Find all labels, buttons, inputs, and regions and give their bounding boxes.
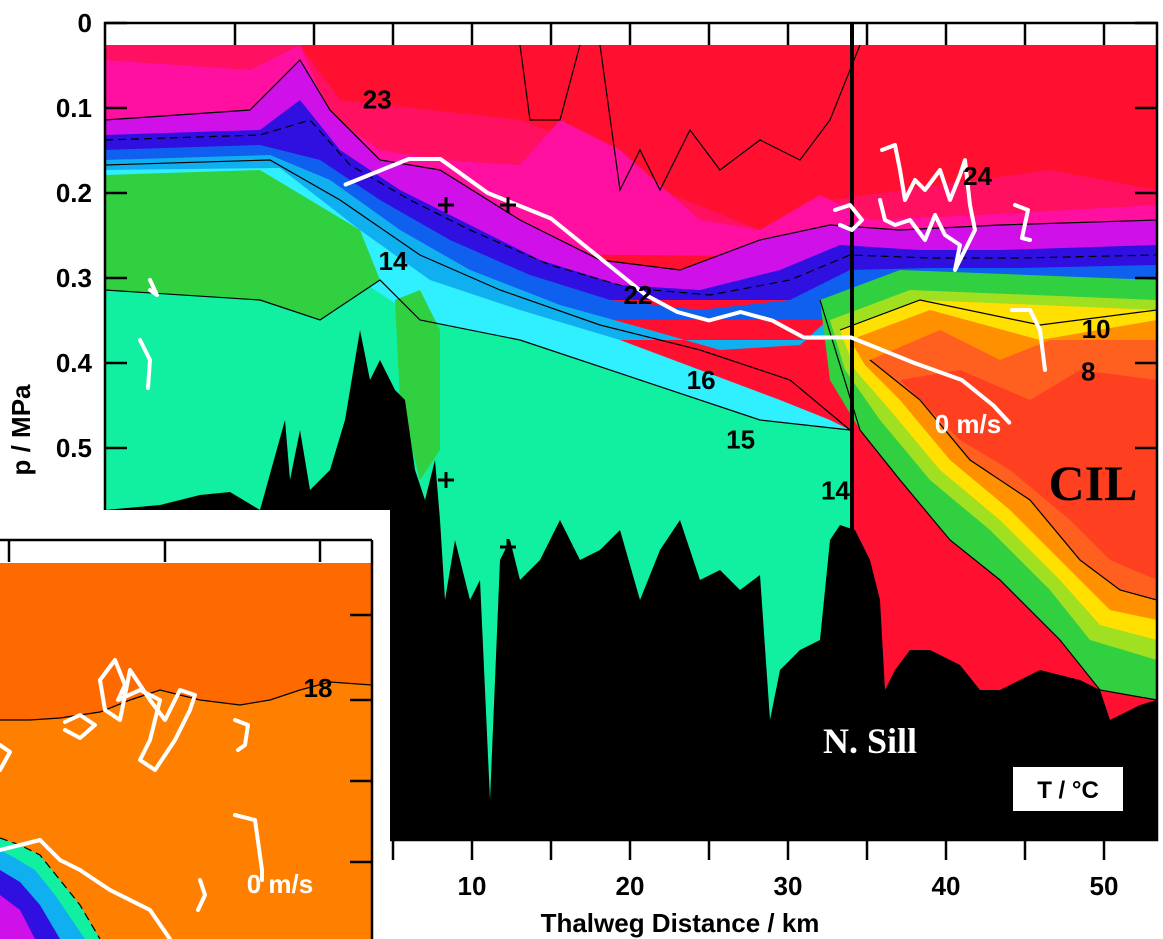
isotherm-label: 14 — [821, 476, 850, 506]
velocity-contour-patch — [833, 143, 977, 272]
y-tick-label: 0.2 — [56, 178, 92, 208]
station-marker — [438, 197, 454, 213]
inset-panel: 18 0 m/s — [0, 510, 390, 939]
inset-velocity-fragment — [233, 813, 264, 882]
layer-14-left — [105, 170, 380, 320]
y-tick-label: 0.3 — [56, 263, 92, 293]
y-axis-ticks: 0 0.1 0.2 0.3 0.4 0.5 — [56, 8, 1157, 463]
isotherm-12 — [819, 299, 1157, 701]
isotherm-label: 23 — [363, 85, 392, 115]
station-marker — [438, 472, 454, 488]
inset-ticks — [7, 540, 372, 864]
isotherm-14 — [105, 279, 851, 431]
layer-14-patch — [395, 290, 440, 480]
inset-warm-layer — [0, 563, 372, 720]
y-axis-title: p / MPa — [6, 384, 36, 476]
isotherm-label: 16 — [687, 365, 716, 395]
zero-velocity-contour — [343, 157, 1012, 425]
isotherm-label: 24 — [963, 161, 992, 191]
isotherm-label: 22 — [623, 280, 652, 310]
x-tick-label: 10 — [458, 871, 487, 901]
isotherm-label: 10 — [1082, 314, 1111, 344]
isotherm-21 — [105, 59, 1157, 271]
x-tick-label: 30 — [774, 871, 803, 901]
isotherm-label: 15 — [726, 425, 755, 455]
x-axis-title: Thalweg Distance / km — [541, 908, 820, 938]
inset-cool-layer — [0, 895, 35, 939]
layer-cil-core — [900, 370, 1157, 580]
units-label: T / °C — [1037, 777, 1099, 804]
inset-velocity-patch — [63, 658, 197, 772]
y-tick-label: 0.1 — [56, 93, 92, 123]
inset-velocity-label: 0 m/s — [247, 869, 314, 899]
inset-isotherm-label: 18 — [304, 673, 333, 703]
x-tick-label: 50 — [1090, 871, 1119, 901]
y-tick-label: 0.4 — [56, 348, 93, 378]
velocity-contour-fragment — [1010, 308, 1047, 372]
velocity-contour-fragment — [148, 278, 159, 297]
inset-isotherm-18 — [0, 681, 372, 721]
station-marker — [500, 539, 516, 555]
isotherm-24-mid — [599, 45, 861, 193]
y-tick-label: 0.5 — [56, 433, 92, 463]
cil-annotation: CIL — [1049, 455, 1138, 511]
x-tick-label: 20 — [616, 871, 645, 901]
isotherm-labels: 23 24 14 22 10 16 8 15 14 — [363, 85, 1111, 506]
velocity-contour-fragment — [1013, 203, 1032, 242]
isotherm-10 — [839, 299, 1157, 331]
isotherm-label: 8 — [1081, 357, 1095, 387]
station-markers — [438, 197, 516, 555]
inset-velocity-fragment — [0, 743, 12, 772]
velocity-contour-fragment — [138, 338, 152, 390]
isotherm-24-left — [519, 45, 581, 121]
x-tick-label: 40 — [932, 871, 961, 901]
station-marker — [500, 197, 516, 213]
velocity-label: 0 m/s — [935, 409, 1002, 439]
isotherm-label: 14 — [379, 246, 408, 276]
inset-velocity-fragment — [233, 718, 250, 752]
inset-velocity-contour — [0, 838, 172, 939]
y-tick-label: 0 — [78, 8, 92, 38]
isotherm-16 — [105, 159, 851, 431]
sill-annotation: N. Sill — [823, 721, 917, 761]
inset-velocity-fragment — [196, 878, 207, 912]
isotherm-8 — [869, 359, 1157, 601]
x-axis-ticks: 10 20 30 40 50 — [233, 23, 1119, 901]
units-box — [1013, 767, 1123, 811]
